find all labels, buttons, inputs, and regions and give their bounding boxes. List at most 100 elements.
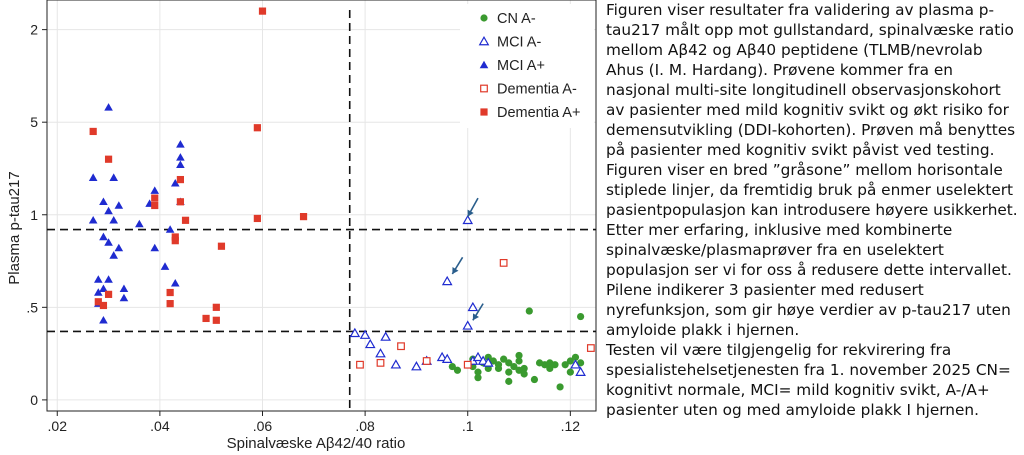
point-cn-a [510, 362, 518, 371]
point-dementia-a [176, 198, 185, 206]
arrow-head [452, 267, 459, 274]
y-tick-label: 1 [30, 207, 38, 223]
point-mci-a [94, 275, 103, 283]
point-dementia-a [99, 301, 108, 310]
point-mci-a [104, 275, 113, 283]
point-mci-a [380, 331, 391, 341]
point-dementia-a [166, 300, 174, 308]
point-cn-a [561, 361, 569, 369]
point-mci-a [150, 186, 160, 194]
point-cn-a [505, 377, 513, 385]
point-dementia-a [422, 357, 431, 365]
point-mci-a [99, 197, 108, 206]
point-mci-a [99, 284, 108, 293]
point-dementia-a [104, 290, 113, 298]
kidney-arrow [472, 303, 484, 321]
point-cn-a [566, 357, 574, 365]
legend-marker-dementia-a [480, 84, 488, 93]
kidney-arrow [467, 197, 479, 217]
point-cn-a [484, 353, 492, 361]
point-dementia-a [171, 233, 179, 241]
point-dementia-a [151, 201, 159, 210]
legend-marker-dementia-a [480, 108, 488, 116]
point-dementia-a [166, 288, 174, 297]
point-dementia-a [89, 127, 97, 136]
point-dementia-a [151, 194, 159, 202]
point-dementia-a [499, 258, 508, 267]
point-dementia-a [217, 242, 226, 250]
point-mci-a [575, 366, 586, 376]
point-mci-a [472, 351, 484, 362]
legend: CN A- MCI A- MCI A+ Dementia A- Dementia A+ [460, 4, 594, 128]
point-dementia-a [356, 360, 364, 369]
legend-label-dementia-a: Dementia A- [497, 82, 577, 98]
point-mci-a [390, 359, 402, 369]
point-mci-a [114, 201, 124, 209]
point-dementia-a [253, 214, 261, 223]
point-mci-a [119, 293, 129, 302]
x-tick-label: .1 [462, 418, 474, 434]
point-mci-a [114, 243, 124, 252]
point-mci-a [176, 153, 185, 161]
y-tick-label: 0 [30, 392, 38, 408]
description-text: Figuren viser resultater fra validering … [606, 0, 1020, 420]
point-mci-a [359, 329, 371, 339]
plot-border [46, 0, 597, 412]
point-mci-a [104, 206, 113, 215]
point-cn-a [505, 359, 513, 367]
point-cn-a [453, 366, 462, 374]
point-cn-a [515, 357, 523, 365]
point-dementia-a [176, 175, 185, 184]
point-cn-a [500, 355, 508, 363]
point-mci-a [411, 361, 422, 371]
point-mci-a [104, 238, 113, 246]
point-dementia-a [253, 124, 261, 132]
description-paragraph-availability: Testen vil være tilgjengelig for rekvire… [606, 341, 1011, 419]
legend-label-cn-a: CN A- [497, 11, 536, 27]
legend-label-mci-a: MCI A+ [497, 58, 545, 74]
x-tick-label: .08 [355, 418, 375, 434]
point-mci-a [176, 160, 185, 168]
point-mci-a [570, 359, 581, 369]
arrow-head [467, 209, 474, 217]
point-cn-a [571, 353, 580, 361]
y-tick-label: .5 [26, 299, 38, 315]
point-mci-a [88, 216, 98, 224]
point-cn-a [566, 368, 574, 376]
point-mci-a [467, 301, 479, 312]
point-mci-a [88, 173, 98, 181]
arrow-head [472, 313, 479, 321]
point-mci-a [462, 320, 474, 330]
point-dementia-a [181, 216, 190, 224]
point-mci-a [109, 173, 119, 181]
kidney-arrow [451, 256, 464, 275]
point-mci-a [436, 351, 448, 362]
point-cn-a [494, 364, 503, 373]
point-mci-a [441, 353, 453, 363]
point-mci-a [477, 355, 489, 365]
point-mci-a [99, 232, 108, 241]
x-tick-label: .04 [150, 418, 170, 434]
point-cn-a [448, 362, 456, 371]
point-cn-a [520, 364, 528, 373]
legend-marker-mci-a [479, 60, 489, 69]
point-cn-a [556, 383, 564, 391]
point-cn-a [474, 368, 482, 376]
point-mci-a [482, 357, 494, 367]
point-dementia-a [94, 298, 102, 306]
point-dementia-a [104, 155, 113, 163]
point-cn-a [546, 364, 554, 373]
point-dementia-a [258, 7, 267, 15]
point-dementia-a [586, 344, 595, 352]
x-axis-ticks: .02 .04 .06 .08 .1 .12 [48, 411, 580, 434]
point-cn-a [530, 375, 539, 384]
point-mci-a [349, 327, 361, 338]
legend-marker-cn-a [480, 14, 488, 22]
point-cn-a [505, 368, 513, 376]
kidney-arrows [451, 197, 484, 321]
point-mci-a [109, 251, 119, 259]
point-mci-a [364, 338, 376, 349]
legend-label-mci-a: MCI A- [497, 35, 541, 51]
description-paragraph-main: Figuren viser resultater fra validering … [606, 1, 1018, 339]
legend-marker-mci-a [478, 35, 490, 46]
